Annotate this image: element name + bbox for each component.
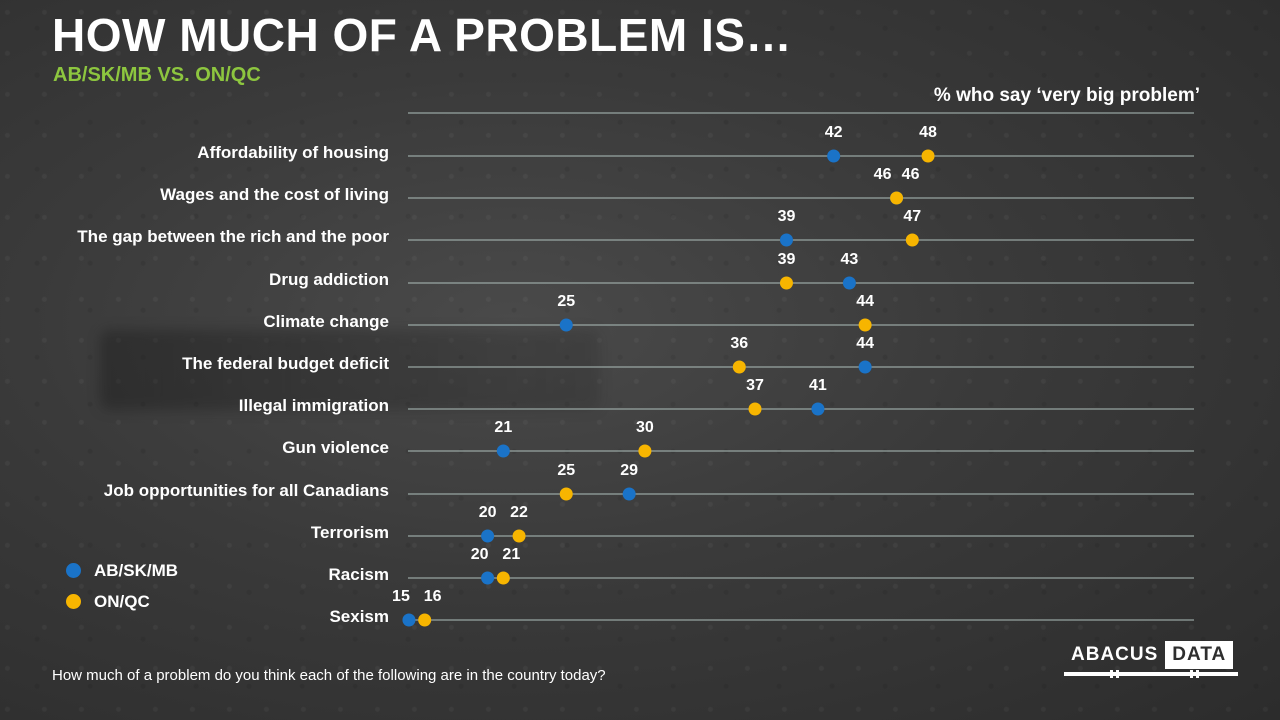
legend-label-ab-sk-mb: AB/SK/MB xyxy=(94,560,179,580)
category-label-affordability-of-housing: Affordability of housing xyxy=(197,143,389,162)
category-label-drug-addiction: Drug addiction xyxy=(269,270,389,289)
dot-on-qc-drug-addiction xyxy=(779,276,793,290)
dot-on-qc-job-opportunities-for-all-canadians xyxy=(559,487,573,501)
logo-abacus-bar xyxy=(1064,670,1238,678)
legend-item-ab-sk-mb: AB/SK/MB xyxy=(66,555,178,586)
dot-on-qc-illegal-immigration xyxy=(748,402,762,416)
value-label-ab-sk-mb-drug-addiction: 43 xyxy=(840,251,858,268)
legend: AB/SK/MB ON/QC xyxy=(66,555,178,617)
dot-ab-sk-mb-terrorism xyxy=(481,529,495,543)
value-label-ab-sk-mb-gun-violence: 21 xyxy=(494,419,512,436)
dot-ab-sk-mb-the-gap-between-the-rich-and-the-poor xyxy=(779,233,793,247)
category-label-racism: Racism xyxy=(329,565,389,584)
value-label-on-qc-the-gap-between-the-rich-and-the-poor: 47 xyxy=(903,208,921,225)
value-label-ab-sk-mb-the-federal-budget-deficit: 44 xyxy=(856,335,874,352)
category-label-terrorism: Terrorism xyxy=(311,523,389,542)
chart-subtitle: AB/SK/MB VS. ON/QC xyxy=(53,64,261,86)
survey-question-footnote: How much of a problem do you think each … xyxy=(52,667,606,684)
dot-ab-sk-mb-climate-change xyxy=(559,318,573,332)
category-label-job-opportunities-for-all-canadians: Job opportunities for all Canadians xyxy=(104,481,389,500)
value-label-ab-sk-mb-racism: 20 xyxy=(471,546,489,563)
legend-label-on-qc: ON/QC xyxy=(94,591,150,611)
dot-ab-sk-mb-job-opportunities-for-all-canadians xyxy=(622,487,636,501)
value-label-ab-sk-mb-illegal-immigration: 41 xyxy=(809,377,827,394)
value-label-on-qc-gun-violence: 30 xyxy=(636,419,654,436)
dot-on-qc-the-federal-budget-deficit xyxy=(732,360,746,374)
category-label-wages-and-the-cost-of-living: Wages and the cost of living xyxy=(160,185,389,204)
value-label-on-qc-racism: 21 xyxy=(502,546,520,563)
value-label-on-qc-affordability-of-housing: 48 xyxy=(919,124,937,141)
value-label-on-qc-job-opportunities-for-all-canadians: 25 xyxy=(557,462,575,479)
value-label-on-qc-drug-addiction: 39 xyxy=(778,251,796,268)
value-label-on-qc-the-federal-budget-deficit: 36 xyxy=(730,335,748,352)
dot-ab-sk-mb-drug-addiction xyxy=(842,276,856,290)
category-label-sexism: Sexism xyxy=(329,607,389,626)
background-arrow-graphic xyxy=(100,330,600,410)
dot-ab-sk-mb-the-federal-budget-deficit xyxy=(858,360,872,374)
legend-dot-on-qc xyxy=(66,594,81,609)
value-label-on-qc-wages-and-the-cost-of-living: 46 xyxy=(902,166,920,183)
logo-word-data: DATA xyxy=(1165,641,1234,669)
value-label-ab-sk-mb-sexism: 15 xyxy=(392,588,410,605)
measure-label: % who say ‘very big problem’ xyxy=(933,85,1200,106)
value-label-on-qc-climate-change: 44 xyxy=(856,293,874,310)
value-label-ab-sk-mb-affordability-of-housing: 42 xyxy=(825,124,843,141)
category-label-illegal-immigration: Illegal immigration xyxy=(239,396,389,415)
dot-on-qc-gun-violence xyxy=(638,444,652,458)
value-label-ab-sk-mb-job-opportunities-for-all-canadians: 29 xyxy=(620,462,638,479)
dot-on-qc-the-gap-between-the-rich-and-the-poor xyxy=(905,233,919,247)
legend-item-on-qc: ON/QC xyxy=(66,586,178,617)
dot-on-qc-sexism xyxy=(418,613,432,627)
value-label-ab-sk-mb-wages-and-the-cost-of-living: 46 xyxy=(874,166,892,183)
dot-on-qc-wages-and-the-cost-of-living xyxy=(890,191,904,205)
dot-ab-sk-mb-affordability-of-housing xyxy=(827,149,841,163)
value-label-on-qc-illegal-immigration: 37 xyxy=(746,377,764,394)
dot-on-qc-climate-change xyxy=(858,318,872,332)
category-label-the-federal-budget-deficit: The federal budget deficit xyxy=(182,354,389,373)
dot-ab-sk-mb-illegal-immigration xyxy=(811,402,825,416)
chart-title: HOW MUCH OF A PROBLEM IS… xyxy=(52,9,792,61)
category-label-climate-change: Climate change xyxy=(263,312,389,331)
dot-on-qc-racism xyxy=(496,571,510,585)
dot-ab-sk-mb-gun-violence xyxy=(496,444,510,458)
dot-ab-sk-mb-racism xyxy=(481,571,495,585)
dot-on-qc-terrorism xyxy=(512,529,526,543)
category-label-gun-violence: Gun violence xyxy=(282,438,389,457)
dot-on-qc-affordability-of-housing xyxy=(921,149,935,163)
logo-word-abacus: ABACUS xyxy=(1071,644,1159,665)
value-label-ab-sk-mb-climate-change: 25 xyxy=(557,293,575,310)
value-label-on-qc-sexism: 16 xyxy=(424,588,442,605)
dot-ab-sk-mb-sexism xyxy=(402,613,416,627)
value-label-ab-sk-mb-the-gap-between-the-rich-and-the-poor: 39 xyxy=(778,208,796,225)
category-label-the-gap-between-the-rich-and-the-poor: The gap between the rich and the poor xyxy=(77,227,389,246)
value-label-on-qc-terrorism: 22 xyxy=(510,504,528,521)
value-label-ab-sk-mb-terrorism: 20 xyxy=(479,504,497,521)
abacus-data-logo: ABACUS DATA xyxy=(1064,641,1238,679)
legend-dot-ab-sk-mb xyxy=(66,563,81,578)
